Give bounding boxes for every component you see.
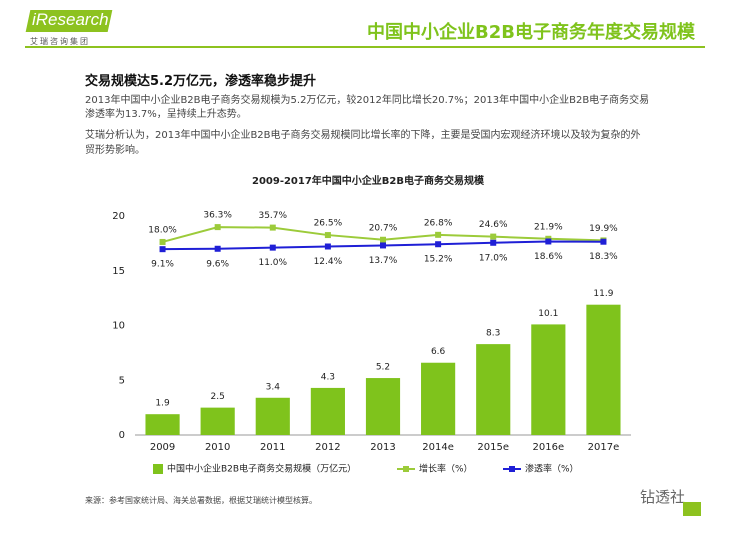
line-marker — [490, 239, 497, 246]
line-marker — [269, 224, 276, 231]
x-tick-label: 2014e — [422, 442, 454, 453]
line-marker — [600, 238, 607, 245]
data-label: 17.0% — [479, 253, 508, 263]
data-label: 21.9% — [534, 222, 563, 232]
x-tick-label: 2011 — [260, 442, 285, 453]
bar — [586, 304, 621, 435]
data-label: 9.1% — [151, 260, 174, 270]
data-label: 24.6% — [479, 220, 508, 230]
paragraph: 艾瑞分析认为，2013年中国中小企业B2B电子商务交易规模同比增长率的下降，主要… — [85, 130, 641, 156]
data-label: 12.4% — [314, 257, 343, 267]
bar — [310, 387, 345, 435]
bar — [365, 378, 401, 435]
chart-title: 2009-2017年中国中小企业B2B电子商务交易规模 — [252, 174, 485, 187]
data-label: 18.0% — [148, 225, 177, 235]
data-label: 4.3 — [321, 372, 335, 382]
bar — [421, 362, 456, 435]
y-tick-label: 15 — [112, 266, 125, 277]
line-marker — [214, 245, 221, 252]
line-marker — [159, 238, 166, 245]
x-tick-label: 2015e — [477, 442, 509, 453]
heading: 交易规模达5.2万亿元，渗透率稳步提升 — [85, 74, 317, 89]
x-tick-label: 2017e — [588, 442, 620, 453]
bar — [476, 344, 511, 435]
x-tick-label: 2013 — [370, 442, 395, 453]
header-title: 中国中小企业B2B电子商务年度交易规模 — [367, 22, 695, 43]
line-marker — [545, 238, 552, 245]
line-marker — [380, 236, 386, 243]
x-tick-label: 2010 — [205, 442, 230, 453]
data-label: 26.5% — [314, 219, 343, 229]
x-tick-label: 2016e — [533, 442, 565, 453]
bar — [531, 324, 566, 435]
legend-swatch — [153, 464, 163, 474]
data-label: 1.9 — [155, 399, 170, 409]
bar — [145, 414, 180, 435]
line-marker — [159, 246, 166, 253]
data-label: 11.9 — [593, 289, 613, 299]
data-label: 35.7% — [258, 211, 287, 221]
y-tick-label: 10 — [112, 321, 125, 332]
logo-subtitle: 艾瑞咨询集团 — [30, 37, 90, 46]
line-marker — [435, 231, 442, 238]
data-label: 8.3 — [486, 329, 500, 339]
legend-label: 中国中小企业B2B电子商务交易规模（万亿元） — [167, 463, 356, 475]
legend-label: 渗透率（%） — [525, 463, 579, 475]
data-label: 36.3% — [203, 211, 232, 221]
bar — [255, 397, 290, 435]
paragraph: 2013年中国中小企业B2B电子商务交易规模为5.2万亿元，较2012年同比增长… — [85, 95, 650, 120]
logo-brand: iResearch — [32, 10, 109, 29]
x-tick-label: 2009 — [150, 442, 175, 453]
legend-label: 增长率（%） — [419, 463, 473, 475]
line-marker — [324, 243, 331, 250]
data-label: 19.9% — [589, 224, 618, 234]
data-label: 5.2 — [376, 363, 390, 373]
data-label: 3.4 — [266, 382, 281, 392]
header-rule — [25, 46, 705, 48]
line-marker — [490, 233, 497, 240]
source-note: 来源：参考国家统计局、海关总署数据，根据艾瑞统计模型核算。 — [85, 496, 317, 505]
data-label: 10.1 — [538, 309, 558, 319]
data-label: 18.3% — [589, 252, 618, 262]
data-label: 2.5 — [211, 392, 225, 402]
data-label: 15.2% — [424, 255, 453, 265]
y-tick-label: 20 — [112, 211, 125, 222]
data-label: 13.7% — [369, 256, 398, 266]
line-marker — [214, 224, 221, 231]
y-tick-label: 0 — [119, 430, 125, 441]
x-tick-label: 2012 — [315, 442, 340, 453]
line-marker — [324, 232, 331, 239]
legend-swatch — [403, 466, 409, 472]
line-marker — [435, 241, 442, 248]
legend-swatch — [509, 466, 515, 472]
data-label: 20.7% — [369, 223, 398, 233]
corner-block — [683, 502, 701, 516]
watermark: 钻透社 — [640, 488, 686, 506]
data-label: 11.0% — [258, 258, 287, 268]
y-tick-label: 5 — [119, 375, 125, 386]
data-label: 6.6 — [431, 347, 446, 357]
data-label: 9.6% — [206, 259, 229, 269]
data-label: 26.8% — [424, 218, 453, 228]
line-marker — [269, 244, 276, 251]
line-marker — [380, 242, 386, 249]
data-label: 18.6% — [534, 252, 563, 262]
bar — [200, 407, 235, 435]
